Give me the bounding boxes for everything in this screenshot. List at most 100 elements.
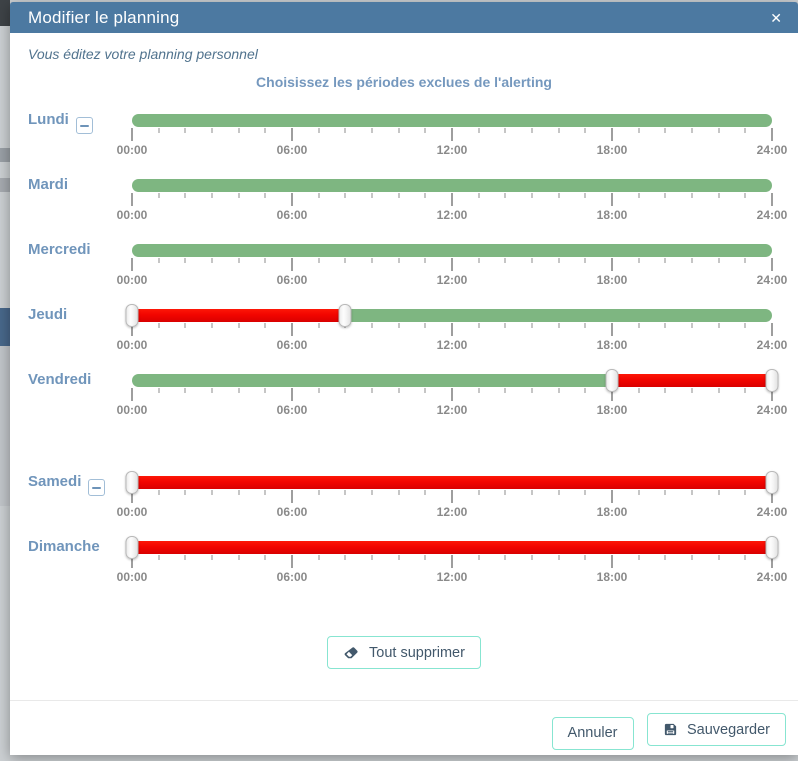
- tick-mark: [237, 193, 240, 198]
- day-rows: Lundi 00:00 06:00 12:00 18:00 24:00 Mardi 00:00…: [10, 100, 798, 592]
- tick-mark: [504, 193, 507, 198]
- time-slider[interactable]: 00:00 06:00 12:00 18:00 24:00: [117, 179, 787, 231]
- tick-mark: [477, 323, 480, 328]
- tick-mark: [451, 258, 453, 271]
- time-slider[interactable]: 00:00 06:00 12:00 18:00 24:00: [117, 536, 787, 593]
- tick-mark: [584, 258, 587, 263]
- tick-mark: [131, 258, 133, 271]
- tick-mark: [717, 555, 720, 560]
- tick-mark: [184, 193, 187, 198]
- tick-mark: [211, 258, 213, 263]
- tick-mark: [344, 388, 347, 393]
- tick-mark: [611, 193, 613, 206]
- tick-mark: [184, 555, 187, 560]
- segment-red: [132, 541, 772, 554]
- tick-label: 00:00: [116, 208, 148, 222]
- slider-handle[interactable]: [125, 471, 139, 494]
- day-label-text: Mercredi: [28, 241, 91, 258]
- remove-day-button[interactable]: [88, 479, 106, 497]
- background-page-fragment: [0, 178, 10, 192]
- day-row-vendredi: Vendredi 00:00 06:00 12:00 18:00 24:00: [10, 360, 798, 425]
- close-icon[interactable]: ✕: [770, 9, 782, 26]
- tick-mark: [424, 193, 427, 198]
- tick-label: 24:00: [756, 505, 788, 519]
- tick-mark: [504, 490, 507, 495]
- tick-mark: [264, 555, 267, 560]
- tick-mark: [717, 388, 720, 393]
- tick-mark: [584, 128, 587, 133]
- slider-handle[interactable]: [605, 369, 619, 392]
- tick-mark: [157, 388, 160, 393]
- tick-mark: [477, 490, 480, 495]
- tick-mark: [157, 555, 160, 560]
- tick-label: 18:00: [596, 273, 628, 287]
- save-button[interactable]: Sauvegarder: [646, 713, 786, 746]
- tick-mark: [397, 388, 400, 393]
- remove-day-button[interactable]: [75, 117, 93, 135]
- tick-mark: [664, 193, 667, 198]
- tick-label: 00:00: [116, 403, 148, 417]
- tick-mark: [451, 323, 453, 336]
- time-slider[interactable]: 00:00 06:00 12:00 18:00 24:00: [117, 471, 787, 528]
- tick-mark: [317, 193, 320, 198]
- slider-handle[interactable]: [338, 304, 352, 327]
- slider-track: [132, 114, 772, 127]
- tick-mark: [717, 323, 720, 328]
- tick-mark: [291, 490, 293, 503]
- day-label-text: Samedi: [28, 473, 82, 490]
- tick-mark: [691, 193, 693, 198]
- tick-mark: [371, 193, 373, 198]
- cancel-button[interactable]: Annuler: [551, 716, 634, 750]
- segment-green: [132, 179, 772, 192]
- tick-mark: [771, 490, 773, 503]
- tick-mark: [184, 128, 187, 133]
- tick-label: 00:00: [116, 570, 148, 584]
- day-label: Jeudi: [10, 295, 132, 360]
- slider-handle[interactable]: [765, 369, 779, 392]
- tick-mark: [237, 555, 240, 560]
- tick-label: 00:00: [116, 273, 148, 287]
- tick-mark: [691, 490, 693, 495]
- tick-mark: [584, 193, 587, 198]
- tick-mark: [611, 258, 613, 271]
- tick-mark: [744, 388, 747, 393]
- tick-mark: [317, 258, 320, 263]
- tick-mark: [344, 490, 347, 495]
- segment-green: [345, 309, 772, 322]
- tick-mark: [397, 258, 400, 263]
- tick-mark: [397, 193, 400, 198]
- tick-mark: [771, 258, 773, 271]
- tick-mark: [771, 323, 773, 336]
- segment-red: [612, 374, 772, 387]
- time-slider[interactable]: 00:00 06:00 12:00 18:00 24:00: [117, 369, 787, 426]
- tick-label: 06:00: [276, 273, 308, 287]
- slider-handle[interactable]: [125, 536, 139, 559]
- tick-mark: [744, 490, 747, 495]
- slider-handle[interactable]: [125, 304, 139, 327]
- tick-label: 06:00: [276, 403, 308, 417]
- tick-mark: [504, 555, 507, 560]
- tick-mark: [531, 193, 533, 198]
- tick-mark: [637, 490, 640, 495]
- tick-mark: [611, 555, 613, 568]
- slider-handle[interactable]: [765, 471, 779, 494]
- tick-mark: [584, 388, 587, 393]
- time-slider[interactable]: 00:00 06:00 12:00 18:00 24:00: [117, 114, 787, 166]
- tick-label: 18:00: [596, 570, 628, 584]
- tick-label: 18:00: [596, 505, 628, 519]
- tick-mark: [584, 490, 587, 495]
- slider-handle[interactable]: [765, 536, 779, 559]
- clear-all-button[interactable]: Tout supprimer: [327, 636, 481, 669]
- tick-mark: [317, 555, 320, 560]
- tick-mark: [291, 193, 293, 206]
- save-icon: [664, 723, 677, 736]
- slider-track: [132, 541, 772, 554]
- day-label: Mercredi: [10, 230, 132, 295]
- tick-mark: [637, 193, 640, 198]
- tick-mark: [557, 323, 560, 328]
- time-slider[interactable]: 00:00 06:00 12:00 18:00 24:00: [117, 244, 787, 296]
- tick-mark: [504, 388, 507, 393]
- modal-subtitle: Vous éditez votre planning personnel: [28, 46, 258, 62]
- time-slider[interactable]: 00:00 06:00 12:00 18:00 24:00: [117, 304, 787, 361]
- tick-label: 00:00: [116, 143, 148, 157]
